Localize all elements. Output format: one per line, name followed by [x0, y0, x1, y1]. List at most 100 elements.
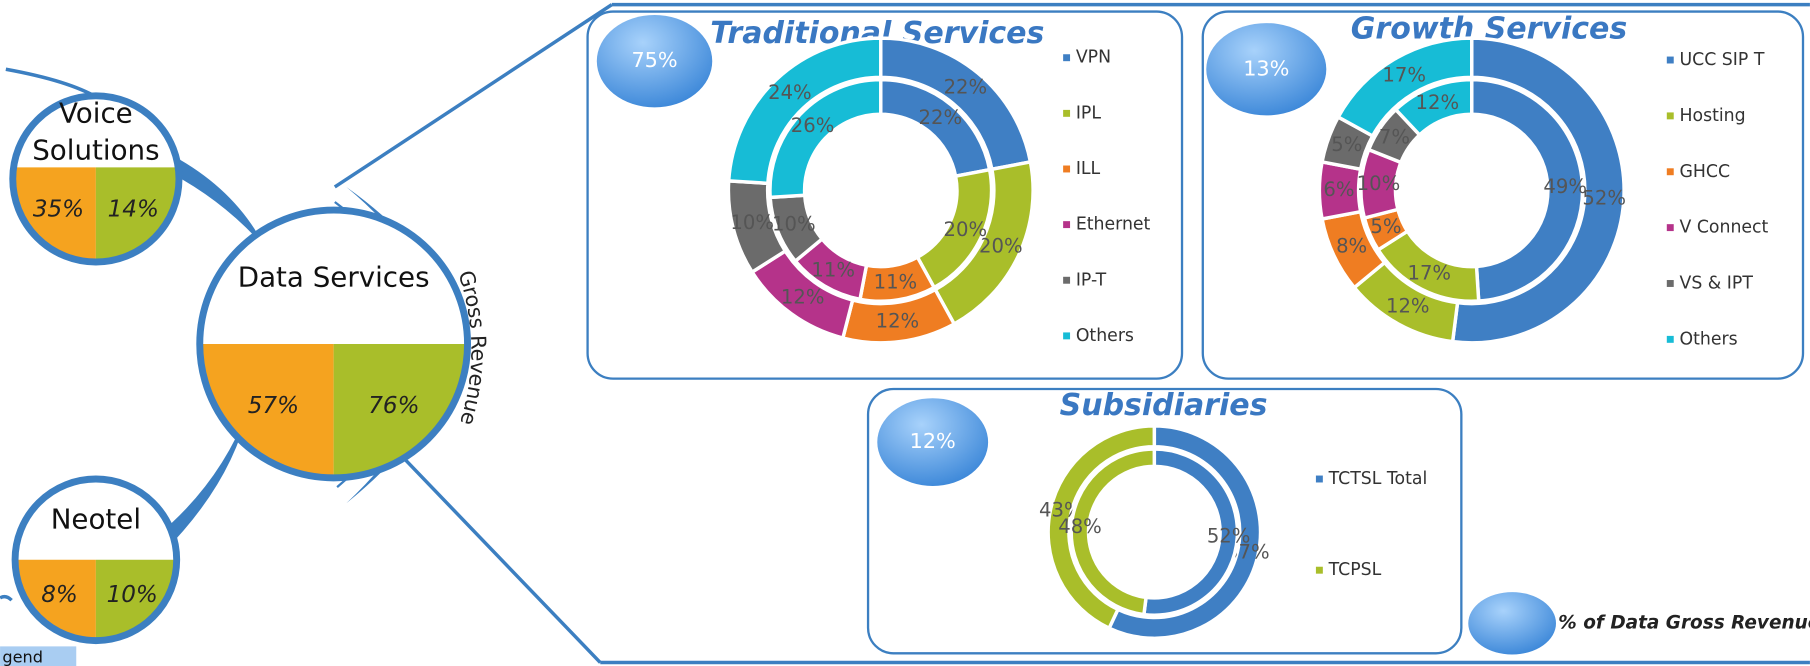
- data-label: 10%: [772, 212, 816, 235]
- legend-label: TCPSL: [1328, 560, 1382, 580]
- legend-marker: [1666, 280, 1674, 287]
- data-label: 26%: [791, 114, 835, 137]
- donut-slice: [768, 77, 883, 200]
- legend-marker: [1063, 165, 1071, 173]
- badge-label: 13%: [1243, 56, 1289, 80]
- segment-left-pct: 57%: [248, 393, 299, 419]
- legend-label: Ethernet: [1076, 215, 1151, 235]
- data-label: 7%: [1379, 125, 1410, 148]
- legend-marker: [1063, 276, 1071, 284]
- legend-label: Others: [1679, 329, 1737, 349]
- legend-box: [0, 646, 77, 666]
- legend-marker: [1666, 335, 1674, 343]
- legend-label: VPN: [1076, 48, 1111, 68]
- segment-label-box: Voice Solutions: [32, 96, 160, 167]
- panel: [866, 387, 1463, 655]
- legend-label: Hosting: [1679, 106, 1745, 126]
- legend-marker: [1063, 109, 1071, 117]
- legend-marker: [1666, 168, 1674, 176]
- donut-slice: [1069, 447, 1157, 617]
- badge-label: 75%: [631, 48, 677, 72]
- data-label: 20%: [944, 218, 988, 241]
- donut-slice: [1470, 77, 1585, 303]
- legend-label: GHCC: [1679, 162, 1730, 182]
- data-label: 11%: [874, 270, 918, 293]
- legend-label: UCC SIP T: [1679, 50, 1764, 70]
- segment-left: [12, 167, 96, 263]
- data-label: 12%: [781, 285, 825, 308]
- swoosh: [0, 594, 13, 602]
- data-label: 10%: [730, 211, 774, 234]
- segment-label: Data Services: [237, 260, 430, 294]
- data-label: 12%: [1386, 294, 1430, 317]
- legend-note: % of Data Gross Revenue: [1558, 612, 1810, 633]
- segment-ring: [196, 206, 472, 482]
- data-label: 17%: [1407, 261, 1451, 284]
- segment-left-pct: 35%: [33, 197, 84, 223]
- frame-line: [397, 451, 602, 664]
- badge-bubble: [1206, 23, 1327, 116]
- segment-right-pct: 10%: [107, 582, 158, 608]
- data-label: 22%: [944, 76, 988, 99]
- legend-label: TCTSL Total: [1328, 469, 1428, 489]
- data-label: 24%: [768, 81, 812, 104]
- donut-slice: [1393, 77, 1474, 138]
- segment-right-pct: 76%: [368, 393, 419, 419]
- legend-label: IPL: [1076, 103, 1102, 123]
- data-label: 52%: [1582, 186, 1626, 209]
- segment-ring: [11, 475, 181, 645]
- donut-slice: [726, 36, 883, 186]
- donut-slice: [1335, 36, 1474, 139]
- data-label: 12%: [1416, 91, 1460, 114]
- swoosh: [170, 155, 266, 249]
- segment-left: [15, 559, 96, 641]
- data-label: 5%: [1370, 215, 1401, 238]
- data-label: 8%: [1336, 234, 1367, 257]
- legend-marker: [1666, 224, 1674, 232]
- segment-label-box: Neotel: [50, 503, 142, 536]
- segment-label: Neotel: [50, 503, 142, 536]
- legend-bubble: [1468, 592, 1556, 655]
- frame-line: [333, 3, 613, 189]
- data-label: 5%: [1331, 133, 1362, 156]
- legend-marker: [1063, 221, 1071, 229]
- badge-bubble: [596, 15, 713, 108]
- legend-marker: [1666, 56, 1674, 64]
- segment-right: [333, 343, 468, 478]
- badge-label: 12%: [910, 429, 956, 453]
- legend-marker: [1063, 332, 1071, 340]
- data-label: 22%: [919, 106, 963, 129]
- chart-title: Subsidiaries: [1060, 388, 1268, 423]
- segment-right-pct: 14%: [108, 197, 159, 223]
- segment-label: Voice Solutions: [32, 96, 160, 167]
- data-label: 11%: [811, 258, 855, 281]
- legend-label: Others: [1076, 326, 1134, 346]
- segment-right: [95, 559, 177, 641]
- segment-ring: [9, 92, 183, 266]
- legend-label: VS & IPT: [1679, 273, 1753, 293]
- legend-label: V Connect: [1679, 218, 1768, 238]
- legend-marker: [1063, 54, 1071, 62]
- segment-label-box: Data Services: [237, 260, 430, 294]
- donut-slice: [1046, 424, 1157, 631]
- donut-slice: [1106, 424, 1263, 640]
- data-label: 20%: [979, 234, 1023, 257]
- legend-label: ILL: [1076, 159, 1101, 179]
- legend-marker: [1666, 112, 1674, 120]
- data-label: 10%: [1357, 172, 1401, 195]
- legend-title: gend: [2, 647, 43, 666]
- data-label: 12%: [876, 310, 920, 333]
- data-label: 48%: [1058, 515, 1102, 538]
- donut-slice: [1450, 36, 1626, 345]
- badge-bubble: [877, 398, 989, 486]
- data-label: 49%: [1543, 175, 1587, 198]
- legend-marker: [1315, 475, 1323, 483]
- legend-label: IP-T: [1076, 270, 1107, 290]
- panel: [586, 10, 1184, 380]
- data-label: 17%: [1382, 64, 1426, 87]
- segment-left: [199, 343, 334, 478]
- legend-marker: [1315, 566, 1323, 574]
- segment-right: [95, 167, 179, 263]
